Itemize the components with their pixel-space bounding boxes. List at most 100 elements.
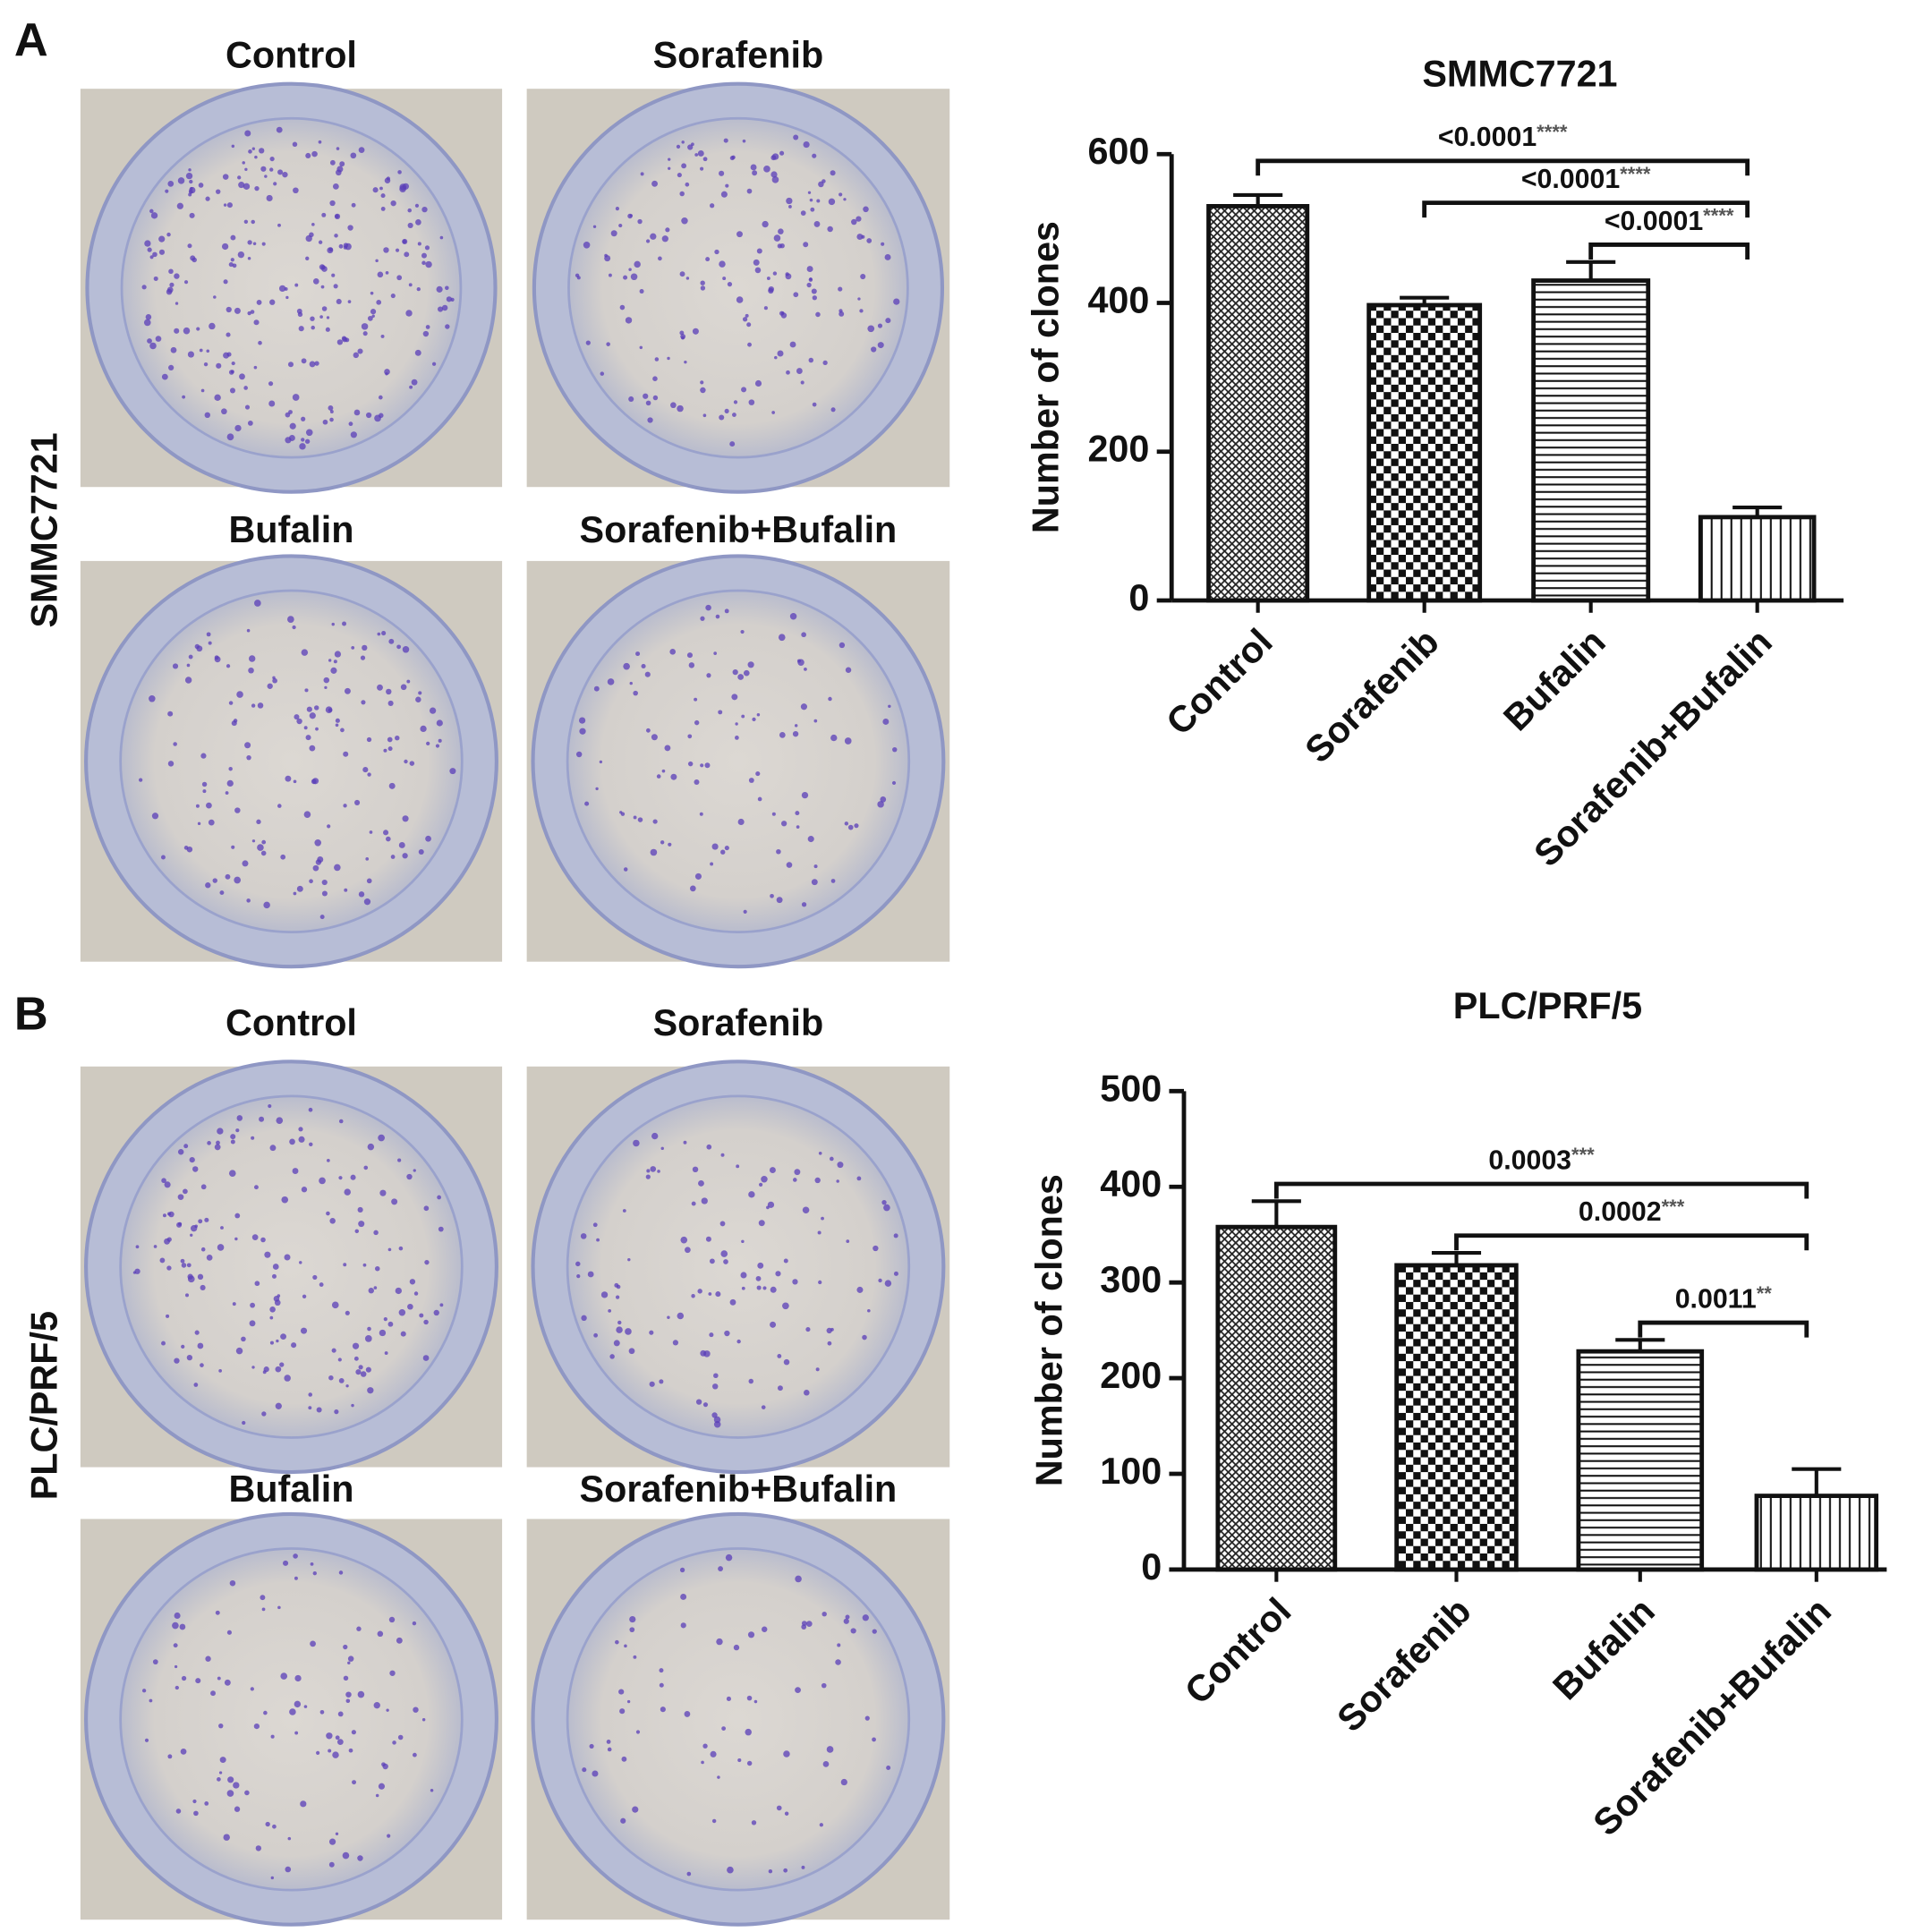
- significance-bracket: [1588, 243, 1750, 260]
- colony-dot: [718, 710, 723, 715]
- colony-dot: [786, 197, 793, 205]
- colony-dot: [426, 741, 430, 745]
- colony-dot: [280, 854, 286, 860]
- colony-dot: [284, 1254, 291, 1261]
- colony-dot: [364, 1335, 372, 1342]
- cell-line-label: SMMC7721: [24, 432, 65, 627]
- colony-dot: [242, 860, 249, 867]
- colony-dot: [816, 199, 821, 203]
- colony-dot: [267, 683, 273, 689]
- colony-dot: [398, 841, 405, 848]
- colony-dot: [806, 282, 812, 288]
- colony-dot: [776, 1805, 782, 1811]
- colony-dot: [826, 1746, 834, 1753]
- colony-dot: [854, 823, 859, 829]
- colony-dot: [322, 419, 328, 425]
- colony-dot: [226, 332, 231, 337]
- colony-dot: [406, 679, 411, 684]
- colony-dot: [748, 1191, 755, 1198]
- colony-dot: [698, 1179, 704, 1187]
- colony-dot: [685, 1247, 691, 1254]
- colony-dot: [315, 727, 319, 731]
- colony-dot: [821, 1216, 824, 1221]
- colony-dot: [144, 1738, 149, 1742]
- colony-dot: [319, 315, 323, 319]
- colony-dot: [234, 807, 241, 813]
- colony-dot: [645, 400, 651, 406]
- colony-dot: [627, 1257, 631, 1262]
- colony-dot: [746, 1695, 753, 1701]
- colony-dot: [197, 821, 201, 826]
- colony-dot: [593, 685, 600, 692]
- colony-dot: [438, 1226, 444, 1232]
- colony-dot: [254, 155, 258, 159]
- colony-dot: [294, 714, 300, 720]
- colony-dot: [812, 295, 817, 301]
- significance-bracket: [1638, 1320, 1809, 1338]
- colony-dot: [743, 669, 750, 677]
- colony-dot: [695, 1399, 702, 1405]
- colony-dot: [301, 649, 309, 656]
- colony-dot: [244, 742, 251, 749]
- cell-line-label: PLC/PRF/5: [24, 1311, 65, 1500]
- colony-dot: [706, 673, 711, 678]
- colony-dot: [740, 1272, 747, 1279]
- colony-dot: [720, 1250, 728, 1257]
- colony-dot: [183, 1188, 188, 1195]
- colony-dot: [244, 404, 251, 410]
- colony-dot: [871, 346, 877, 353]
- colony-dot: [740, 629, 745, 634]
- colony-dot: [325, 706, 333, 714]
- colony-dot: [596, 1238, 600, 1242]
- colony-dot: [261, 1411, 267, 1417]
- colony-dot: [336, 166, 344, 173]
- colony-dot: [867, 1308, 871, 1313]
- colony-dot: [702, 413, 707, 418]
- colony-dot: [857, 297, 861, 301]
- colony-dot: [303, 726, 308, 730]
- colony-dot: [159, 1257, 166, 1264]
- colony-dot: [771, 176, 779, 183]
- colony-dot: [686, 652, 693, 659]
- colony-dot: [801, 1624, 807, 1630]
- colony-dot: [363, 1165, 369, 1170]
- colony-dot: [580, 1233, 587, 1239]
- colony-dot: [259, 148, 265, 154]
- colony-dot: [413, 1169, 416, 1172]
- colony-dot: [221, 243, 229, 251]
- colony-dot: [311, 150, 318, 157]
- colony-dot: [326, 1732, 333, 1740]
- colony-dot: [772, 271, 778, 276]
- colony-dot: [238, 182, 245, 189]
- colony-dot: [575, 751, 583, 758]
- colony-dot: [711, 1412, 718, 1418]
- colony-dot: [381, 631, 387, 636]
- colony-dot: [309, 879, 313, 884]
- colony-dot: [687, 734, 693, 739]
- colony-dot: [639, 289, 644, 294]
- colony-dot: [587, 1271, 594, 1278]
- colony-dot: [815, 1367, 820, 1372]
- colony-dot: [362, 331, 368, 336]
- colony-dot: [175, 1685, 179, 1690]
- colony-dot: [741, 1239, 745, 1244]
- colony-dot: [265, 1821, 270, 1827]
- colony-dot: [134, 1268, 140, 1274]
- colony-dot: [723, 138, 728, 143]
- colony-dot: [679, 1567, 685, 1573]
- colony-dot: [308, 1406, 312, 1410]
- colony-dot: [338, 1176, 343, 1180]
- colony-dot: [183, 280, 189, 285]
- colony-dot: [733, 1644, 740, 1651]
- colony-dot: [756, 713, 761, 717]
- colony-dot: [237, 251, 245, 259]
- colony-dot: [192, 1799, 197, 1804]
- colony-dot: [312, 1274, 318, 1281]
- colony-dot: [174, 328, 180, 334]
- colony-dot: [398, 1309, 406, 1316]
- colony-dot: [269, 167, 274, 172]
- colony-dot: [752, 170, 758, 176]
- colony-dot: [226, 779, 234, 787]
- chart-title: SMMC7721: [1422, 53, 1617, 94]
- colony-dot: [380, 334, 385, 338]
